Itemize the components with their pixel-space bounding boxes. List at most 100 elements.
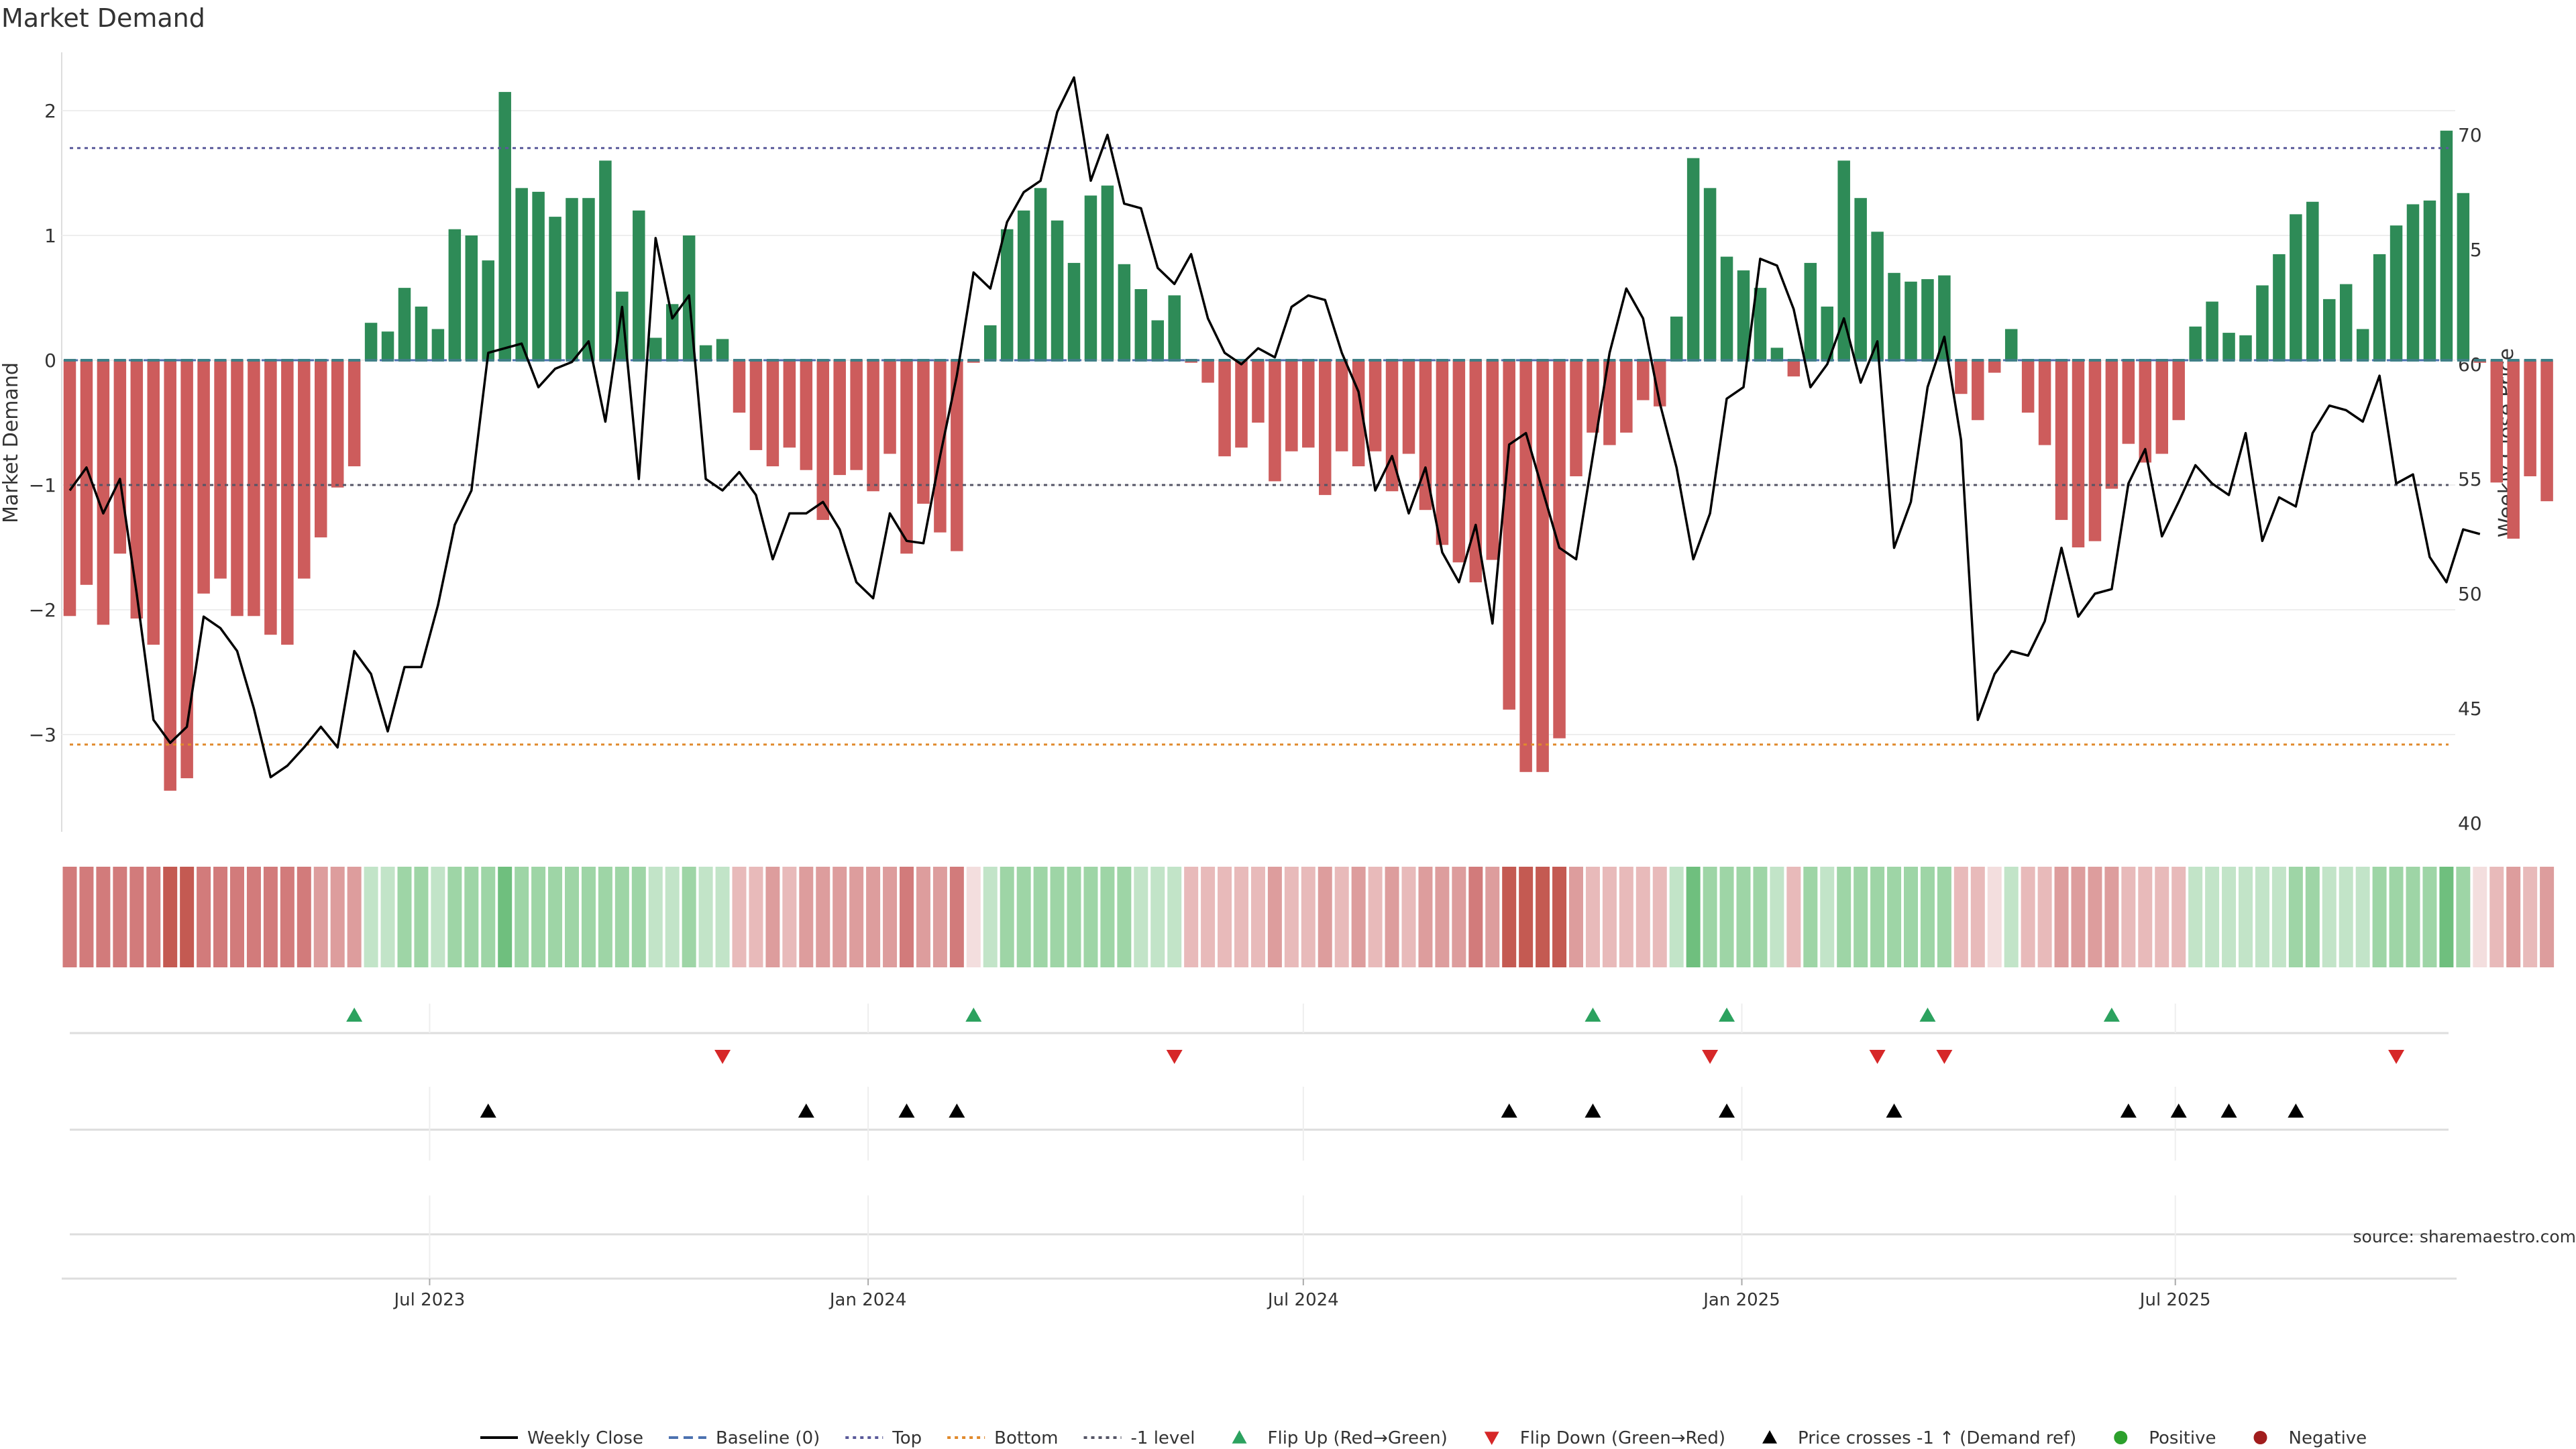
price-cross-marker	[1585, 1104, 1601, 1118]
strip-cell	[1218, 867, 1232, 967]
demand-bar	[1134, 288, 1148, 360]
demand-bar	[699, 345, 712, 360]
strip-cell	[1536, 867, 1550, 967]
legend-item: Top	[845, 1428, 922, 1448]
strip-cell	[1234, 867, 1248, 967]
demand-bar	[1670, 316, 1683, 360]
strip-cell	[2439, 867, 2454, 967]
strip-cell	[313, 867, 328, 967]
strip-cell	[431, 867, 445, 967]
demand-bar	[2290, 214, 2302, 360]
strip-cell	[2322, 867, 2337, 967]
demand-bar	[665, 304, 679, 360]
strip-cell	[765, 867, 780, 967]
demand-bar	[934, 360, 947, 533]
strip-cell	[883, 867, 898, 967]
price-cross-marker	[1501, 1104, 1517, 1118]
demand-bar	[2273, 254, 2286, 360]
demand-bar	[515, 188, 528, 360]
demand-bar	[716, 339, 729, 360]
strip-cell	[1184, 867, 1199, 967]
flip-down-marker	[1936, 1050, 1953, 1064]
demand-bar	[984, 325, 997, 360]
strip-cell	[1770, 867, 1784, 967]
demand-bar	[1201, 360, 1214, 383]
demand-bar	[231, 360, 244, 616]
strip-cell	[1134, 867, 1148, 967]
strip-cell	[1435, 867, 1450, 967]
legend-item: Price crosses -1 ↑ (Demand ref)	[1762, 1428, 2076, 1448]
strip-cell	[1000, 867, 1014, 967]
demand-bar	[2222, 333, 2235, 360]
demand-bar	[2323, 299, 2336, 360]
demand-bar	[1034, 188, 1047, 360]
demand-bar	[2306, 201, 2319, 360]
legend-label: Bottom	[994, 1428, 1058, 1448]
demand-bar	[1151, 320, 1164, 360]
demand-bar	[733, 360, 746, 413]
left-tick-label: 2	[44, 100, 56, 122]
chart-title: Market Demand	[1, 3, 205, 33]
strip-cell	[548, 867, 563, 967]
strip-cell	[1569, 867, 1583, 967]
strip-cell	[447, 867, 462, 967]
demand-bar	[164, 360, 176, 791]
left-tick-label: −3	[29, 724, 56, 746]
legend-label: Negative	[2289, 1428, 2367, 1448]
demand-bar	[1787, 360, 1801, 377]
strip-cell	[397, 867, 412, 967]
flip-up-marker	[2103, 1008, 2120, 1022]
strip-cell	[246, 867, 261, 967]
strip-cell	[113, 867, 127, 967]
flip-up-marker	[1585, 1008, 1601, 1022]
demand-bar	[1904, 281, 1917, 360]
demand-bar	[381, 331, 394, 360]
legend-item: Negative	[2253, 1428, 2367, 1448]
price-cross-marker	[949, 1104, 965, 1118]
price-cross-marker	[2170, 1104, 2187, 1118]
demand-bar	[2423, 200, 2436, 360]
strip-cell	[2288, 867, 2303, 967]
demand-bar	[917, 360, 930, 504]
flip-up-marker	[1919, 1008, 1936, 1022]
demand-bar	[1218, 360, 1231, 457]
strip-cell	[498, 867, 513, 967]
demand-bar	[833, 360, 846, 476]
demand-bar	[2072, 360, 2085, 547]
x-axis-ticks: Jul 2023 Jan 2024 Jul 2024 Jan 2025 Jul 2025	[393, 1279, 2211, 1310]
demand-bar	[1955, 360, 1968, 394]
strip-cell	[2523, 867, 2538, 967]
strip-cell	[2389, 867, 2404, 967]
right-tick-label: 50	[2458, 583, 2482, 605]
strip-cell	[1250, 867, 1265, 967]
demand-bar	[1686, 158, 1700, 360]
demand-bar	[398, 288, 411, 360]
legend-item: Weekly Close	[480, 1428, 643, 1448]
strip-cell	[1401, 867, 1416, 967]
legend-symbol	[1232, 1430, 1247, 1444]
flip-down-marker	[1702, 1050, 1719, 1064]
demand-bar	[331, 360, 344, 488]
legend-item: Flip Down (Green→Red)	[1484, 1428, 1725, 1448]
legend-label: Flip Up (Red→Green)	[1268, 1428, 1448, 1448]
x-tick-label: Jul 2025	[2139, 1290, 2211, 1310]
demand-bar	[364, 323, 378, 360]
price-cross-marker	[798, 1104, 814, 1118]
strip-cell	[1786, 867, 1801, 967]
flip-up-marker	[346, 1008, 363, 1022]
strip-cell	[2205, 867, 2220, 967]
demand-bar	[1302, 360, 1315, 448]
strip-cell	[79, 867, 94, 967]
demand-bar	[1938, 275, 1951, 360]
strip-cell	[280, 867, 294, 967]
strip-cell	[1619, 867, 1633, 967]
strip-cell	[1050, 867, 1065, 967]
demand-bar	[347, 360, 361, 467]
demand-bar	[1703, 188, 1717, 360]
strip-cell	[1887, 867, 1902, 967]
strip-cell	[866, 867, 881, 967]
strip-cell	[330, 867, 345, 967]
demand-bar	[1770, 347, 1784, 360]
strip-cell	[180, 867, 195, 967]
strip-cell	[1368, 867, 1383, 967]
